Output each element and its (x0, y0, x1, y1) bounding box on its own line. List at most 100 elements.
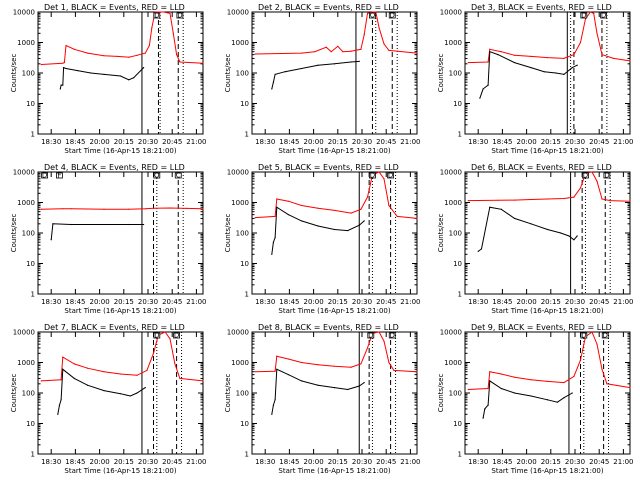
series-line-events (271, 368, 365, 415)
x-tick-label: 21:00 (186, 138, 206, 146)
event-marker-label: D (604, 172, 609, 180)
event-marker-box (176, 12, 184, 19)
data-point-lld (73, 363, 75, 365)
data-point-events (489, 51, 491, 53)
y-tick-label: 1000 (444, 199, 462, 207)
x-tick-label: 20:45 (376, 298, 396, 306)
data-point-events (103, 389, 105, 392)
data-point-lld (317, 364, 319, 366)
x-tick-label: 20:00 (304, 458, 324, 466)
data-point-lld (60, 379, 62, 381)
data-point-lld (513, 376, 516, 378)
data-point-lld (366, 347, 369, 349)
data-point-lld (148, 44, 150, 47)
data-point-events (363, 220, 365, 222)
data-point-events (482, 88, 484, 90)
y-tick-label: 10000 (13, 329, 35, 337)
data-point-events (317, 64, 319, 66)
data-point-lld (350, 50, 352, 52)
plot-frame (37, 331, 204, 455)
data-point-lld (136, 54, 138, 56)
data-point-lld (596, 32, 598, 34)
data-point-lld (70, 208, 72, 210)
data-point-events (119, 393, 122, 395)
event-marker-box (153, 332, 161, 339)
x-tick-label: 18:45 (279, 138, 299, 146)
data-point-lld (300, 361, 303, 364)
x-axis-title: Start Time (16-Apr-15 18:21:00) (278, 467, 390, 475)
plot-frame (251, 331, 418, 455)
event-marker-box (173, 332, 181, 339)
y-tick-label: 10 (240, 100, 249, 108)
data-point-events (513, 217, 516, 220)
event-marker-box (603, 172, 611, 179)
data-point-events (143, 67, 145, 69)
data-point-lld (388, 49, 390, 52)
data-point-events (571, 392, 573, 394)
y-tick-label: 10 (240, 260, 249, 268)
data-point-events (274, 73, 276, 75)
data-point-lld (202, 208, 204, 210)
chart-title: Det 8, BLACK = Events, RED = LLD (258, 323, 399, 332)
data-point-lld (333, 209, 336, 212)
data-point-lld (489, 48, 491, 50)
data-point-lld (119, 373, 122, 375)
data-point-lld (169, 12, 171, 14)
y-axis-title: Counts/sec (224, 214, 232, 253)
data-point-events (58, 404, 61, 406)
chart-panel-4: Det 4, BLACK = Events, RED = LLD 1 10 100 10… (10, 163, 206, 315)
x-tick-label: 18:30 (468, 458, 488, 466)
data-point-lld (388, 361, 390, 364)
data-point-lld (363, 34, 365, 36)
x-axis-title: Start Time (16-Apr-15 18:21:00) (491, 307, 603, 315)
x-tick-label: 20:30 (352, 138, 372, 146)
x-tick-label: 20:45 (162, 138, 182, 146)
x-tick-label: 21:00 (186, 298, 206, 306)
series-line-events (57, 368, 146, 415)
data-point-lld (601, 198, 603, 200)
x-tick-label: 20:00 (304, 298, 324, 306)
data-point-lld (416, 217, 418, 220)
series-line-events (59, 66, 144, 90)
series-line-lld (468, 11, 631, 64)
x-tick-label: 20:30 (565, 298, 585, 306)
data-point-lld (500, 373, 502, 375)
chart-title: Det 2, BLACK = Events, RED = LLD (258, 3, 399, 12)
data-point-events (129, 395, 131, 397)
data-point-lld (360, 48, 362, 50)
data-point-events (489, 380, 491, 382)
chart-title: Det 3, BLACK = Events, RED = LLD (471, 3, 612, 12)
data-point-events (62, 67, 65, 69)
series-line-lld (468, 171, 631, 202)
event-marker-label: F (57, 172, 61, 180)
y-tick-label: 10000 (440, 9, 462, 17)
event-marker-label: D (154, 12, 159, 20)
y-axis-title: Counts/sec (10, 54, 18, 93)
event-marker-box (369, 12, 376, 19)
x-tick-label: 20:30 (352, 298, 372, 306)
data-point-lld (172, 32, 174, 34)
data-point-events (546, 228, 549, 231)
x-tick-label: 21:00 (613, 298, 633, 306)
data-point-lld (350, 212, 352, 214)
data-point-lld (396, 215, 398, 218)
data-point-lld (179, 61, 181, 63)
data-point-events (274, 237, 276, 239)
series-line-events (479, 51, 578, 99)
chart-title: Det 9, BLACK = Events, RED = LLD (471, 323, 612, 332)
x-tick-label: 20:45 (589, 138, 609, 146)
y-tick-label: 1 (458, 451, 462, 459)
y-axis-title: Counts/sec (437, 214, 445, 253)
x-tick-label: 20:30 (138, 298, 158, 306)
data-point-lld (573, 196, 575, 198)
data-point-events (128, 79, 130, 81)
data-point-lld (546, 198, 549, 200)
y-tick-label: 100 (449, 70, 462, 78)
data-point-lld (254, 216, 256, 219)
x-axis-title: Start Time (16-Apr-15 18:21:00) (64, 307, 176, 315)
x-tick-label: 18:30 (255, 138, 275, 146)
data-point-events (50, 239, 52, 241)
data-point-events (347, 229, 349, 232)
data-point-lld (530, 55, 532, 58)
y-tick-label: 100 (449, 230, 462, 238)
